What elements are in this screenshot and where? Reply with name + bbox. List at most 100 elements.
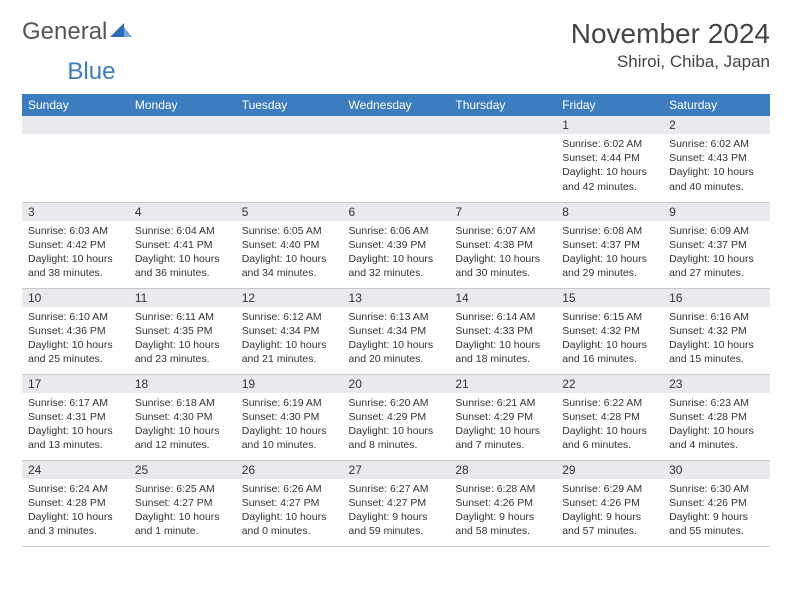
day-detail-line: Sunset: 4:28 PM bbox=[28, 496, 123, 510]
day-number: 11 bbox=[129, 289, 236, 307]
calendar-cell: 28Sunrise: 6:28 AMSunset: 4:26 PMDayligh… bbox=[449, 460, 556, 546]
day-detail-line: Sunrise: 6:23 AM bbox=[669, 396, 764, 410]
day-detail-line: Sunset: 4:43 PM bbox=[669, 151, 764, 165]
day-detail-line: Sunrise: 6:30 AM bbox=[669, 482, 764, 496]
day-detail-line: Daylight: 10 hours bbox=[242, 510, 337, 524]
day-detail-line: Daylight: 10 hours bbox=[669, 338, 764, 352]
day-detail-line: Sunrise: 6:11 AM bbox=[135, 310, 230, 324]
day-details: Sunrise: 6:29 AMSunset: 4:26 PMDaylight:… bbox=[556, 479, 663, 543]
title-block: November 2024 Shiroi, Chiba, Japan bbox=[571, 18, 770, 72]
day-detail-line: and 38 minutes. bbox=[28, 266, 123, 280]
day-number bbox=[236, 116, 343, 134]
calendar-cell: 7Sunrise: 6:07 AMSunset: 4:38 PMDaylight… bbox=[449, 202, 556, 288]
col-wednesday: Wednesday bbox=[343, 94, 450, 116]
day-detail-line: and 6 minutes. bbox=[562, 438, 657, 452]
day-detail-line: Daylight: 10 hours bbox=[349, 252, 444, 266]
calendar-cell: 10Sunrise: 6:10 AMSunset: 4:36 PMDayligh… bbox=[22, 288, 129, 374]
day-detail-line: Sunset: 4:36 PM bbox=[28, 324, 123, 338]
day-details: Sunrise: 6:09 AMSunset: 4:37 PMDaylight:… bbox=[663, 221, 770, 285]
day-detail-line: Sunset: 4:37 PM bbox=[562, 238, 657, 252]
day-details bbox=[343, 134, 450, 141]
calendar-cell: 6Sunrise: 6:06 AMSunset: 4:39 PMDaylight… bbox=[343, 202, 450, 288]
calendar-cell: 18Sunrise: 6:18 AMSunset: 4:30 PMDayligh… bbox=[129, 374, 236, 460]
day-detail-line: Sunset: 4:41 PM bbox=[135, 238, 230, 252]
calendar-cell: 3Sunrise: 6:03 AMSunset: 4:42 PMDaylight… bbox=[22, 202, 129, 288]
calendar-cell bbox=[22, 116, 129, 202]
day-detail-line: Sunrise: 6:18 AM bbox=[135, 396, 230, 410]
day-detail-line: Sunset: 4:28 PM bbox=[562, 410, 657, 424]
day-detail-line: Sunrise: 6:08 AM bbox=[562, 224, 657, 238]
day-details: Sunrise: 6:10 AMSunset: 4:36 PMDaylight:… bbox=[22, 307, 129, 371]
day-detail-line: Sunset: 4:29 PM bbox=[455, 410, 550, 424]
day-detail-line: Daylight: 10 hours bbox=[562, 424, 657, 438]
day-details: Sunrise: 6:25 AMSunset: 4:27 PMDaylight:… bbox=[129, 479, 236, 543]
calendar-cell: 2Sunrise: 6:02 AMSunset: 4:43 PMDaylight… bbox=[663, 116, 770, 202]
day-detail-line: Sunrise: 6:28 AM bbox=[455, 482, 550, 496]
day-detail-line: Daylight: 10 hours bbox=[669, 252, 764, 266]
day-number: 6 bbox=[343, 203, 450, 221]
day-detail-line: Sunrise: 6:29 AM bbox=[562, 482, 657, 496]
day-detail-line: Sunset: 4:37 PM bbox=[669, 238, 764, 252]
day-details: Sunrise: 6:03 AMSunset: 4:42 PMDaylight:… bbox=[22, 221, 129, 285]
day-detail-line: Daylight: 10 hours bbox=[669, 424, 764, 438]
day-number: 27 bbox=[343, 461, 450, 479]
day-detail-line: Sunset: 4:34 PM bbox=[349, 324, 444, 338]
calendar-week: 3Sunrise: 6:03 AMSunset: 4:42 PMDaylight… bbox=[22, 202, 770, 288]
calendar-week: 1Sunrise: 6:02 AMSunset: 4:44 PMDaylight… bbox=[22, 116, 770, 202]
day-details: Sunrise: 6:16 AMSunset: 4:32 PMDaylight:… bbox=[663, 307, 770, 371]
logo-text-1: General bbox=[22, 18, 107, 46]
day-detail-line: and 12 minutes. bbox=[135, 438, 230, 452]
day-number: 20 bbox=[343, 375, 450, 393]
day-detail-line: Daylight: 10 hours bbox=[242, 252, 337, 266]
calendar-cell: 24Sunrise: 6:24 AMSunset: 4:28 PMDayligh… bbox=[22, 460, 129, 546]
day-detail-line: Sunset: 4:26 PM bbox=[455, 496, 550, 510]
calendar-cell bbox=[449, 116, 556, 202]
col-monday: Monday bbox=[129, 94, 236, 116]
day-detail-line: and 10 minutes. bbox=[242, 438, 337, 452]
calendar-cell: 26Sunrise: 6:26 AMSunset: 4:27 PMDayligh… bbox=[236, 460, 343, 546]
calendar-cell: 11Sunrise: 6:11 AMSunset: 4:35 PMDayligh… bbox=[129, 288, 236, 374]
day-detail-line: Sunrise: 6:06 AM bbox=[349, 224, 444, 238]
day-details: Sunrise: 6:20 AMSunset: 4:29 PMDaylight:… bbox=[343, 393, 450, 457]
day-detail-line: and 55 minutes. bbox=[669, 524, 764, 538]
day-detail-line: and 36 minutes. bbox=[135, 266, 230, 280]
calendar-cell: 16Sunrise: 6:16 AMSunset: 4:32 PMDayligh… bbox=[663, 288, 770, 374]
day-details: Sunrise: 6:14 AMSunset: 4:33 PMDaylight:… bbox=[449, 307, 556, 371]
col-saturday: Saturday bbox=[663, 94, 770, 116]
day-detail-line: Daylight: 10 hours bbox=[28, 510, 123, 524]
day-detail-line: Sunrise: 6:26 AM bbox=[242, 482, 337, 496]
day-details: Sunrise: 6:26 AMSunset: 4:27 PMDaylight:… bbox=[236, 479, 343, 543]
day-detail-line: and 27 minutes. bbox=[669, 266, 764, 280]
day-details: Sunrise: 6:08 AMSunset: 4:37 PMDaylight:… bbox=[556, 221, 663, 285]
calendar-cell: 21Sunrise: 6:21 AMSunset: 4:29 PMDayligh… bbox=[449, 374, 556, 460]
day-number: 8 bbox=[556, 203, 663, 221]
day-number: 15 bbox=[556, 289, 663, 307]
day-number: 9 bbox=[663, 203, 770, 221]
day-detail-line: Sunrise: 6:12 AM bbox=[242, 310, 337, 324]
day-detail-line: Daylight: 10 hours bbox=[135, 338, 230, 352]
day-details: Sunrise: 6:04 AMSunset: 4:41 PMDaylight:… bbox=[129, 221, 236, 285]
day-detail-line: Daylight: 10 hours bbox=[242, 338, 337, 352]
day-detail-line: Sunset: 4:40 PM bbox=[242, 238, 337, 252]
calendar-cell: 5Sunrise: 6:05 AMSunset: 4:40 PMDaylight… bbox=[236, 202, 343, 288]
day-detail-line: and 25 minutes. bbox=[28, 352, 123, 366]
day-detail-line: Sunrise: 6:22 AM bbox=[562, 396, 657, 410]
day-detail-line: and 42 minutes. bbox=[562, 180, 657, 194]
day-detail-line: Sunset: 4:34 PM bbox=[242, 324, 337, 338]
day-detail-line: Daylight: 10 hours bbox=[562, 165, 657, 179]
day-number: 16 bbox=[663, 289, 770, 307]
day-detail-line: Daylight: 10 hours bbox=[135, 252, 230, 266]
day-detail-line: Daylight: 10 hours bbox=[455, 338, 550, 352]
day-detail-line: Daylight: 10 hours bbox=[135, 510, 230, 524]
day-number: 28 bbox=[449, 461, 556, 479]
day-detail-line: Daylight: 10 hours bbox=[242, 424, 337, 438]
calendar-cell: 4Sunrise: 6:04 AMSunset: 4:41 PMDaylight… bbox=[129, 202, 236, 288]
day-details: Sunrise: 6:22 AMSunset: 4:28 PMDaylight:… bbox=[556, 393, 663, 457]
calendar-cell: 1Sunrise: 6:02 AMSunset: 4:44 PMDaylight… bbox=[556, 116, 663, 202]
day-detail-line: Sunset: 4:44 PM bbox=[562, 151, 657, 165]
day-detail-line: Sunrise: 6:27 AM bbox=[349, 482, 444, 496]
calendar-cell: 29Sunrise: 6:29 AMSunset: 4:26 PMDayligh… bbox=[556, 460, 663, 546]
calendar-cell: 12Sunrise: 6:12 AMSunset: 4:34 PMDayligh… bbox=[236, 288, 343, 374]
day-detail-line: and 3 minutes. bbox=[28, 524, 123, 538]
day-detail-line: and 0 minutes. bbox=[242, 524, 337, 538]
